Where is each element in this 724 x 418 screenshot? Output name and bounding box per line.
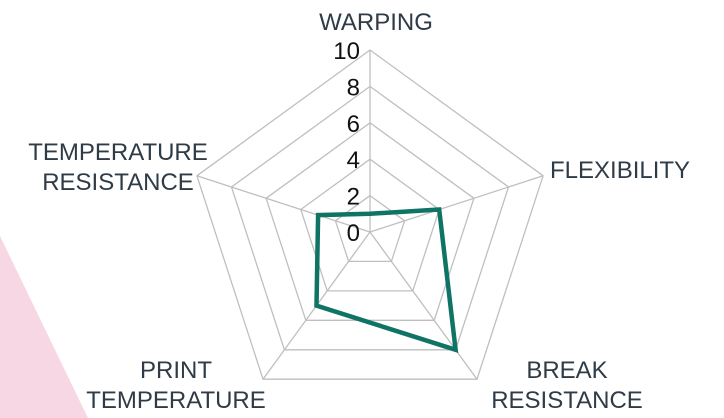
- axis-break-resistance-label: BREAK RESISTANCE: [491, 357, 643, 414]
- axis-temperature-resistance-label: TEMPERATURE RESISTANCE: [28, 139, 208, 196]
- axis-flexibility-label: FLEXIBILITY: [550, 157, 690, 184]
- tick-label-4: 4: [347, 147, 360, 174]
- grid-spoke-2: [369, 175, 544, 233]
- tick-label-8: 8: [347, 74, 360, 101]
- background-pink-triangle: [0, 236, 88, 418]
- grid-ring-2: [300, 158, 440, 292]
- series-line-1: [314, 207, 459, 353]
- radial-tick-labels: 0 2 4 6 8 10: [333, 38, 360, 247]
- grid-spoke-5: [196, 175, 371, 233]
- axis-print-temperature-label: PRINT TEMPERATURE: [86, 357, 266, 414]
- axis-warping-label: WARPING: [319, 9, 433, 36]
- tick-label-2: 2: [347, 184, 360, 211]
- grid-ring-5: [196, 49, 544, 380]
- tick-label-10: 10: [333, 38, 360, 65]
- grid-spoke-3: [369, 231, 478, 380]
- tick-label-6: 6: [347, 111, 360, 138]
- axis-labels: WARPING FLEXIBILITY BREAK RESISTANCE PRINT TE…: [28, 9, 690, 414]
- tick-label-0: 0: [347, 220, 360, 247]
- grid-ring-4: [230, 85, 510, 351]
- radar-series-layer: [314, 207, 459, 353]
